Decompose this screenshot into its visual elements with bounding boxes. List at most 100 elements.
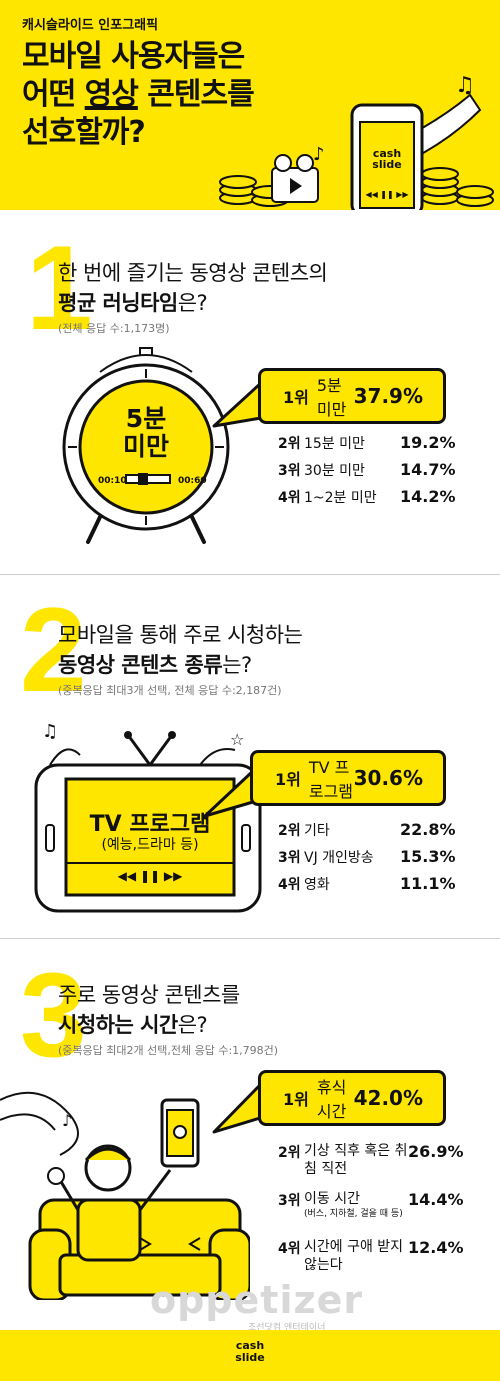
rank-label: 2위 <box>278 823 301 839</box>
q-tail: 는? <box>222 653 252 677</box>
footer-logo: cash slide <box>0 1340 500 1364</box>
section-2-question-line1: 모바일을 통해 주로 시청하는 <box>58 623 303 647</box>
rank-label: 3위 <box>278 1193 301 1209</box>
section-2-question-line2: 동영상 콘텐츠 종류는? <box>58 650 252 680</box>
list-item: 3위 30분 미만 14.7% <box>278 460 456 480</box>
clock-text: 5분 미만 <box>112 405 180 461</box>
clock-end-time: 00:60 <box>178 476 207 486</box>
section-1-number: 1 <box>26 221 93 355</box>
q-bold: 시청하는 시간 <box>58 1013 178 1037</box>
tv-subtitle: (예능,드라마 등) <box>101 837 199 853</box>
title-part: 어떤 <box>22 77 85 112</box>
answer-percent: 30.6% <box>353 766 423 790</box>
title-line-3: 선호할까? <box>22 115 146 150</box>
section-3-question-line1: 주로 동영상 콘텐츠를 <box>58 983 240 1007</box>
footer-bar: cash slide <box>0 1330 500 1381</box>
answer-percent: 15.3% <box>400 847 456 866</box>
answer-label: 시간에 구애 받지 않는다 <box>304 1239 404 1273</box>
section-2-top-answer: 1위 TV 프로그램 30.6% <box>250 750 446 806</box>
phone-logo: cash slide <box>372 147 402 171</box>
section-3-top-answer: 1위 휴식 시간 42.0% <box>258 1070 446 1126</box>
section-1-top-answer: 1위 5분 미만 37.9% <box>258 368 446 424</box>
phone-controls: ◀◀ ❚❚ ▶▶ <box>365 190 409 199</box>
q-bold: 동영상 콘텐츠 종류 <box>58 653 223 677</box>
title-part: 콘텐츠를 <box>137 77 254 112</box>
rank-label: 1위 <box>275 770 301 789</box>
title-line-1: 모바일 사용자들은 <box>22 39 245 74</box>
divider <box>0 938 500 939</box>
list-item: 4위 시간에 구애 받지 않는다 12.4% <box>278 1238 464 1274</box>
alarm-clock-icon <box>62 347 230 544</box>
page-title: 모바일 사용자들은 어떤 영상 콘텐츠를 선호할까? <box>22 38 255 152</box>
title-line-2: 어떤 영상 콘텐츠를 <box>22 76 255 114</box>
answer-percent: 14.2% <box>400 487 456 506</box>
answer-label: VJ 개인방송 <box>304 850 374 866</box>
answer-label: 이동 시간 (버스, 지하철, 걸을 때 등) <box>304 1190 408 1220</box>
q-bold: 평균 러닝타임 <box>58 291 178 315</box>
tv-icon: ♫ ☆ <box>34 721 262 913</box>
svg-text:♫: ♫ <box>42 721 58 742</box>
watermark-logo: oppetizer <box>150 1278 364 1322</box>
header-illustration: ♫ ♪ <box>219 73 494 210</box>
rank-label: 4위 <box>278 490 301 506</box>
footer-logo-line1: cash <box>235 1339 265 1352</box>
answer-label-main: 이동 시간 <box>304 1191 360 1207</box>
tv-title: TV 프로그램 <box>89 812 211 837</box>
answer-percent: 42.0% <box>353 1086 423 1110</box>
rank-label: 2위 <box>278 436 301 452</box>
answer-label-sub: (버스, 지하철, 걸을 때 등) <box>304 1209 403 1219</box>
answer-label: 1~2분 미만 <box>304 490 377 506</box>
section-2-note: (중복응답 최대3개 선택, 전체 응답 수:2,187건) <box>58 684 282 697</box>
section-1-question-line1: 한 번에 즐기는 동영상 콘텐츠의 <box>58 261 328 285</box>
answer-label: 15분 미만 <box>304 436 365 452</box>
answer-label: 영화 <box>304 877 330 893</box>
answer-label: 기타 <box>304 823 330 839</box>
rank-label: 3위 <box>278 463 301 479</box>
clock-text-line2: 미만 <box>122 432 169 461</box>
answer-percent: 22.8% <box>400 820 456 839</box>
answer-percent: 19.2% <box>400 433 456 452</box>
svg-text:♪: ♪ <box>62 1111 72 1130</box>
rank-label: 4위 <box>278 1241 301 1257</box>
rank-label: 3위 <box>278 850 301 866</box>
list-item: 2위 기상 직후 혹은 취침 직전 26.9% <box>278 1142 464 1178</box>
header-banner: 캐시슬라이드 인포그래픽 모바일 사용자들은 어떤 영상 콘텐츠를 선호할까? … <box>0 0 500 210</box>
answer-label: 30분 미만 <box>304 463 365 479</box>
list-item: 4위 1~2분 미만 14.2% <box>278 487 456 507</box>
section-1-note: (전체 응답 수:1,173명) <box>58 322 170 335</box>
list-item: 2위 15분 미만 19.2% <box>278 433 456 453</box>
svg-text:♪: ♪ <box>313 144 325 165</box>
rank-label: 4위 <box>278 877 301 893</box>
divider <box>0 574 500 575</box>
q-tail: 은? <box>177 291 208 315</box>
tv-controls: ◀◀ ❚❚ ▶▶ <box>117 869 183 883</box>
answer-percent: 14.7% <box>400 460 456 479</box>
answer-label: 5분 미만 <box>316 376 347 419</box>
answer-percent: 11.1% <box>400 874 456 893</box>
clock-text-line1: 5분 <box>125 404 167 433</box>
section-3-question-line2: 시청하는 시간은? <box>58 1010 208 1040</box>
brand-label: 캐시슬라이드 인포그래픽 <box>22 18 159 33</box>
answer-label: 휴식 시간 <box>316 1078 347 1121</box>
list-item: 2위 기타 22.8% <box>278 820 456 840</box>
answer-label: TV 프로그램 <box>308 758 354 801</box>
answer-percent: 12.4% <box>408 1238 464 1257</box>
svg-text:☆: ☆ <box>230 730 244 749</box>
clock-start-time: 00:10 <box>98 476 127 486</box>
section-3-number: 3 <box>20 948 87 1082</box>
watermark-subtitle: 조선닷컴 엔터테이너 <box>248 1323 326 1333</box>
q-tail: 은? <box>177 1013 208 1037</box>
section-1-question-line2: 평균 러닝타임은? <box>58 288 208 318</box>
rank-label: 2위 <box>278 1145 301 1161</box>
answer-percent: 14.4% <box>408 1190 464 1209</box>
section-3-note: (중복응답 최대2개 선택,전체 응답 수:1,798건) <box>58 1044 279 1057</box>
rank-label: 1위 <box>283 388 309 407</box>
list-item: 4위 영화 11.1% <box>278 874 456 894</box>
svg-text:♫: ♫ <box>455 73 475 98</box>
person-on-sofa-illustration: ♪ <box>0 1091 250 1300</box>
list-item: 3위 이동 시간 (버스, 지하철, 걸을 때 등) 14.4% <box>278 1190 464 1220</box>
title-part-underlined: 영상 <box>84 77 139 112</box>
answer-percent: 26.9% <box>408 1142 464 1161</box>
list-item: 3위 VJ 개인방송 15.3% <box>278 847 456 867</box>
section-2-number: 2 <box>20 583 87 717</box>
